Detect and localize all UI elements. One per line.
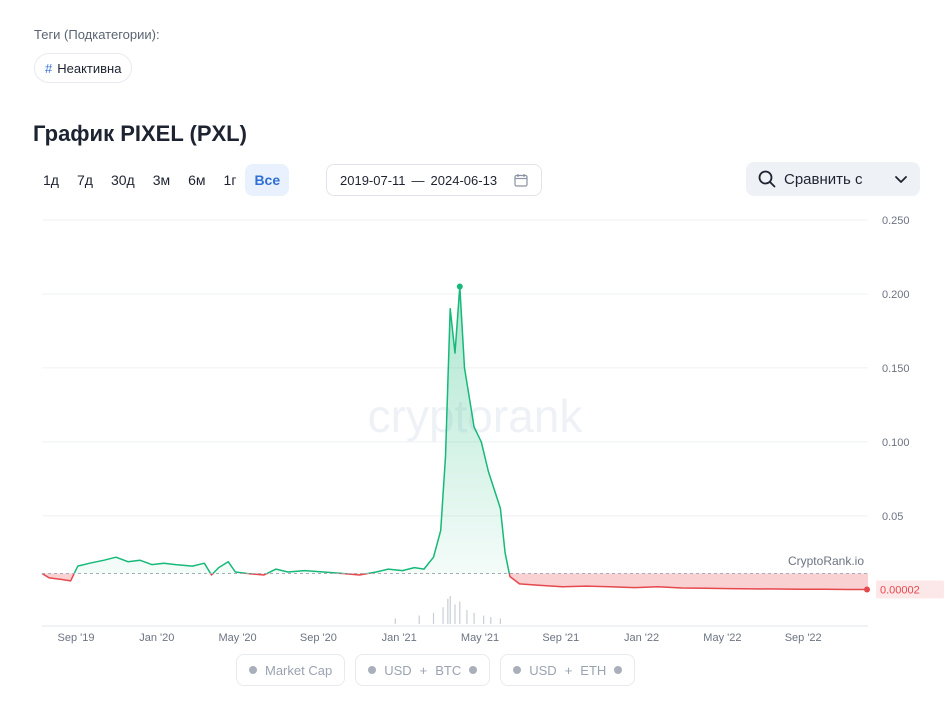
range-selector: 1д 7д 30д 3м 6м 1г Все: [34, 164, 290, 196]
source-label: CryptoRank.io: [788, 554, 864, 568]
x-tick-label: May '22: [703, 632, 741, 644]
search-icon: [758, 170, 776, 188]
legend-plus: +: [419, 662, 428, 678]
legend-usd-eth[interactable]: USD + ETH: [500, 654, 636, 686]
y-tick-label: 0.150: [882, 363, 910, 375]
area-fill-up: [42, 286, 868, 574]
date-range-picker[interactable]: 2019-07-11 — 2024-06-13: [326, 164, 542, 196]
volume-bar: [473, 612, 475, 624]
hash-icon: #: [45, 60, 53, 76]
volume-bar: [449, 596, 451, 624]
range-30d-button[interactable]: 30д: [110, 172, 135, 188]
range-1y-button[interactable]: 1г: [223, 172, 237, 188]
volume-bar: [466, 610, 468, 624]
volume-bars: [394, 596, 501, 624]
legend-dot: [249, 666, 257, 674]
volume-bar: [442, 607, 444, 624]
x-tick-label: Sep '20: [300, 632, 337, 644]
legend-dot: [513, 666, 522, 674]
x-tick-label: Sep '19: [58, 632, 95, 644]
peak-marker: [456, 283, 463, 290]
current-price-badge: [876, 580, 944, 599]
volume-bar: [418, 615, 420, 624]
current-price-marker: [864, 586, 870, 593]
legend-label: USD: [384, 662, 412, 678]
chart-legend: Market Cap USD + BTC USD + ETH: [236, 654, 636, 686]
compare-label: Сравнить с: [784, 170, 863, 188]
current-price-label: 0.00002: [880, 584, 920, 596]
y-axis: 0.250 0.200 0.150 0.100 0.05: [882, 215, 910, 523]
chart-title: График PIXEL (PXL): [33, 121, 247, 146]
volume-bar: [432, 612, 435, 624]
y-tick-label: 0.200: [882, 289, 910, 301]
compare-with-button[interactable]: Сравнить с: [746, 162, 920, 196]
legend-dot: [469, 666, 478, 674]
range-6m-button[interactable]: 6м: [188, 172, 206, 188]
y-tick-label: 0.05: [882, 511, 903, 523]
x-tick-label: Jan '22: [624, 632, 659, 644]
volume-bar: [454, 604, 456, 624]
volume-bar: [394, 618, 396, 624]
range-all-button[interactable]: Все: [245, 164, 290, 196]
legend-label: USD: [529, 662, 557, 678]
y-tick-label: 0.100: [882, 437, 910, 449]
range-3m-button[interactable]: 3м: [152, 172, 171, 188]
chevron-down-icon: [895, 176, 907, 183]
calendar-icon: [514, 174, 528, 187]
volume-bar: [447, 598, 449, 624]
tag-chip-label: Неактивна: [57, 60, 122, 76]
range-1d-button[interactable]: 1д: [43, 172, 59, 188]
x-tick-label: Jan '21: [382, 632, 417, 644]
range-7d-button[interactable]: 7д: [76, 172, 93, 188]
area-fill-down: [42, 573, 868, 590]
legend-usd-btc[interactable]: USD + BTC: [355, 654, 491, 686]
price-line-up: [41, 285, 511, 574]
legend-label: Market Cap: [265, 662, 333, 678]
tag-chip-inactive[interactable]: # Неактивна: [34, 53, 133, 83]
x-tick-label: May '20: [219, 632, 257, 644]
price-line-down: [41, 573, 868, 591]
x-axis: Sep '19 Jan '20 May '20 Sep '20 Jan '21 May '…: [58, 632, 822, 644]
legend-label: ETH: [580, 662, 607, 678]
legend-dot: [368, 666, 377, 674]
tags-label: Теги (Подкатегории):: [34, 27, 160, 42]
x-tick-label: May '21: [461, 632, 499, 644]
volume-bar: [490, 617, 492, 624]
x-tick-label: Sep '22: [785, 632, 822, 644]
date-separator: —: [411, 172, 425, 188]
date-to: 2024-06-13: [430, 172, 498, 188]
legend-plus: +: [564, 662, 573, 678]
y-tick-label: 0.250: [882, 215, 910, 227]
x-tick-label: Sep '21: [542, 632, 579, 644]
legend-label: BTC: [435, 662, 462, 678]
legend-market-cap[interactable]: Market Cap: [236, 654, 346, 686]
volume-bar: [459, 601, 461, 624]
legend-dot: [614, 666, 623, 674]
x-tick-label: Jan '20: [139, 632, 174, 644]
volume-bar: [499, 618, 501, 624]
date-from: 2019-07-11: [340, 172, 406, 188]
volume-bar: [483, 615, 485, 624]
